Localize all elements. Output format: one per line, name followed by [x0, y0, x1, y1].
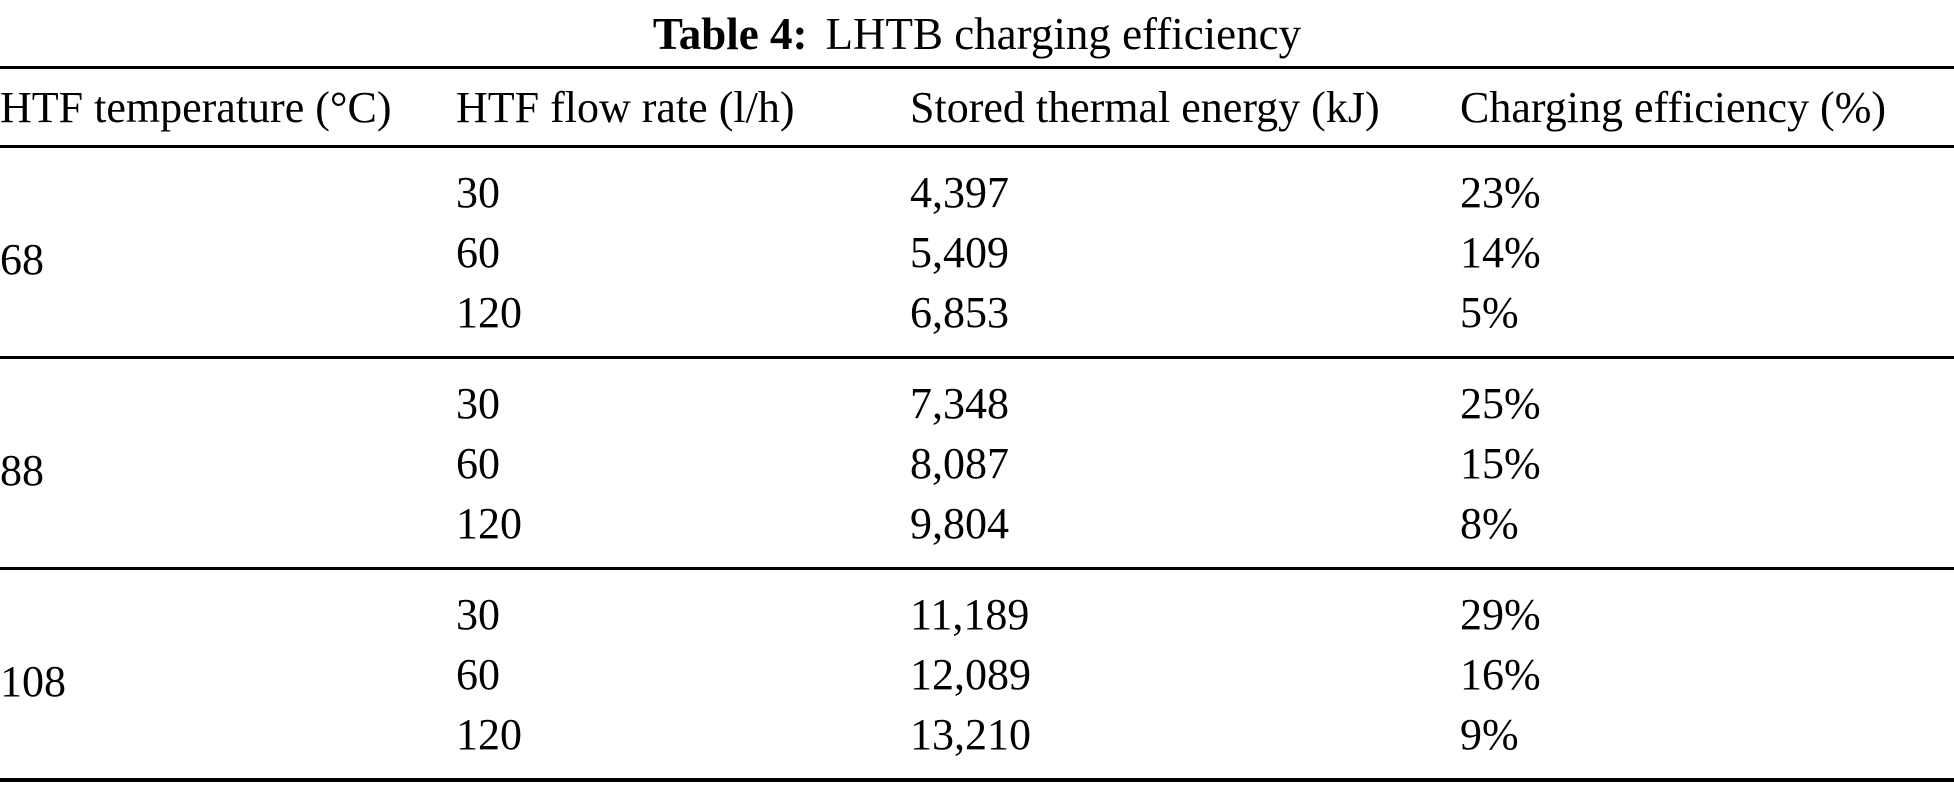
cell-flow-rate: 120	[456, 498, 522, 548]
table-row: 120 9,804 8%	[0, 493, 1954, 569]
table-row: 60 5,409 14%	[0, 222, 1954, 282]
header-row: HTF temperature (°C) HTF flow rate (l/h)…	[0, 67, 1954, 148]
cell-stored-energy: 6,853	[910, 287, 1009, 337]
charging-efficiency-table: HTF temperature (°C) HTF flow rate (l/h)…	[0, 66, 1954, 782]
col-header-stored-energy: Stored thermal energy (kJ)	[910, 67, 1460, 148]
cell-flow-rate: 120	[456, 709, 522, 759]
cell-stored-energy: 8,087	[910, 438, 1009, 488]
cell-efficiency: 8%	[1460, 498, 1519, 548]
temperature-group-68: 68 30 4,397 23% 60 5,409 14% 120 6,853 5…	[0, 147, 1954, 358]
cell-stored-energy: 5,409	[910, 227, 1009, 277]
cell-temperature: 88	[0, 445, 44, 495]
table-row: 88 30 7,348 25%	[0, 358, 1954, 495]
col-header-charging-efficiency: Charging efficiency (%)	[1460, 67, 1954, 148]
cell-temperature: 68	[0, 234, 44, 284]
table-row: 120 13,210 9%	[0, 704, 1954, 780]
cell-stored-energy: 13,210	[910, 709, 1031, 759]
table-header: HTF temperature (°C) HTF flow rate (l/h)…	[0, 67, 1954, 148]
cell-temperature: 108	[0, 656, 66, 706]
temperature-group-88: 88 30 7,348 25% 60 8,087 15% 120 9,804 8…	[0, 358, 1954, 569]
cell-efficiency: 14%	[1460, 227, 1541, 277]
table-caption-title: LHTB charging efficiency	[825, 9, 1302, 59]
table-row: 60 12,089 16%	[0, 644, 1954, 704]
cell-efficiency: 9%	[1460, 709, 1519, 759]
cell-flow-rate: 30	[456, 378, 500, 428]
cell-efficiency: 25%	[1460, 378, 1541, 428]
col-header-htf-temperature: HTF temperature (°C)	[0, 67, 456, 148]
table-row: 108 30 11,189 29%	[0, 569, 1954, 706]
table-row: 60 8,087 15%	[0, 433, 1954, 493]
cell-flow-rate: 30	[456, 167, 500, 217]
cell-stored-energy: 4,397	[910, 167, 1009, 217]
cell-efficiency: 15%	[1460, 438, 1541, 488]
table-caption-label: Table 4:	[652, 9, 808, 59]
cell-efficiency: 16%	[1460, 649, 1541, 699]
cell-stored-energy: 7,348	[910, 378, 1009, 428]
table-row: 68 30 4,397 23%	[0, 147, 1954, 284]
cell-flow-rate: 60	[456, 227, 500, 277]
cell-flow-rate: 120	[456, 287, 522, 337]
cell-efficiency: 23%	[1460, 167, 1541, 217]
cell-flow-rate: 60	[456, 438, 500, 488]
cell-stored-energy: 11,189	[910, 589, 1030, 639]
cell-flow-rate: 30	[456, 589, 500, 639]
table-caption: Table 4: LHTB charging efficiency	[0, 0, 1954, 66]
table-row: 120 6,853 5%	[0, 282, 1954, 358]
cell-stored-energy: 9,804	[910, 498, 1009, 548]
cell-flow-rate: 60	[456, 649, 500, 699]
cell-stored-energy: 12,089	[910, 649, 1031, 699]
cell-efficiency: 5%	[1460, 287, 1519, 337]
temperature-group-108: 108 30 11,189 29% 60 12,089 16% 120 13,2…	[0, 569, 1954, 781]
col-header-htf-flow-rate: HTF flow rate (l/h)	[456, 67, 910, 148]
cell-efficiency: 29%	[1460, 589, 1541, 639]
